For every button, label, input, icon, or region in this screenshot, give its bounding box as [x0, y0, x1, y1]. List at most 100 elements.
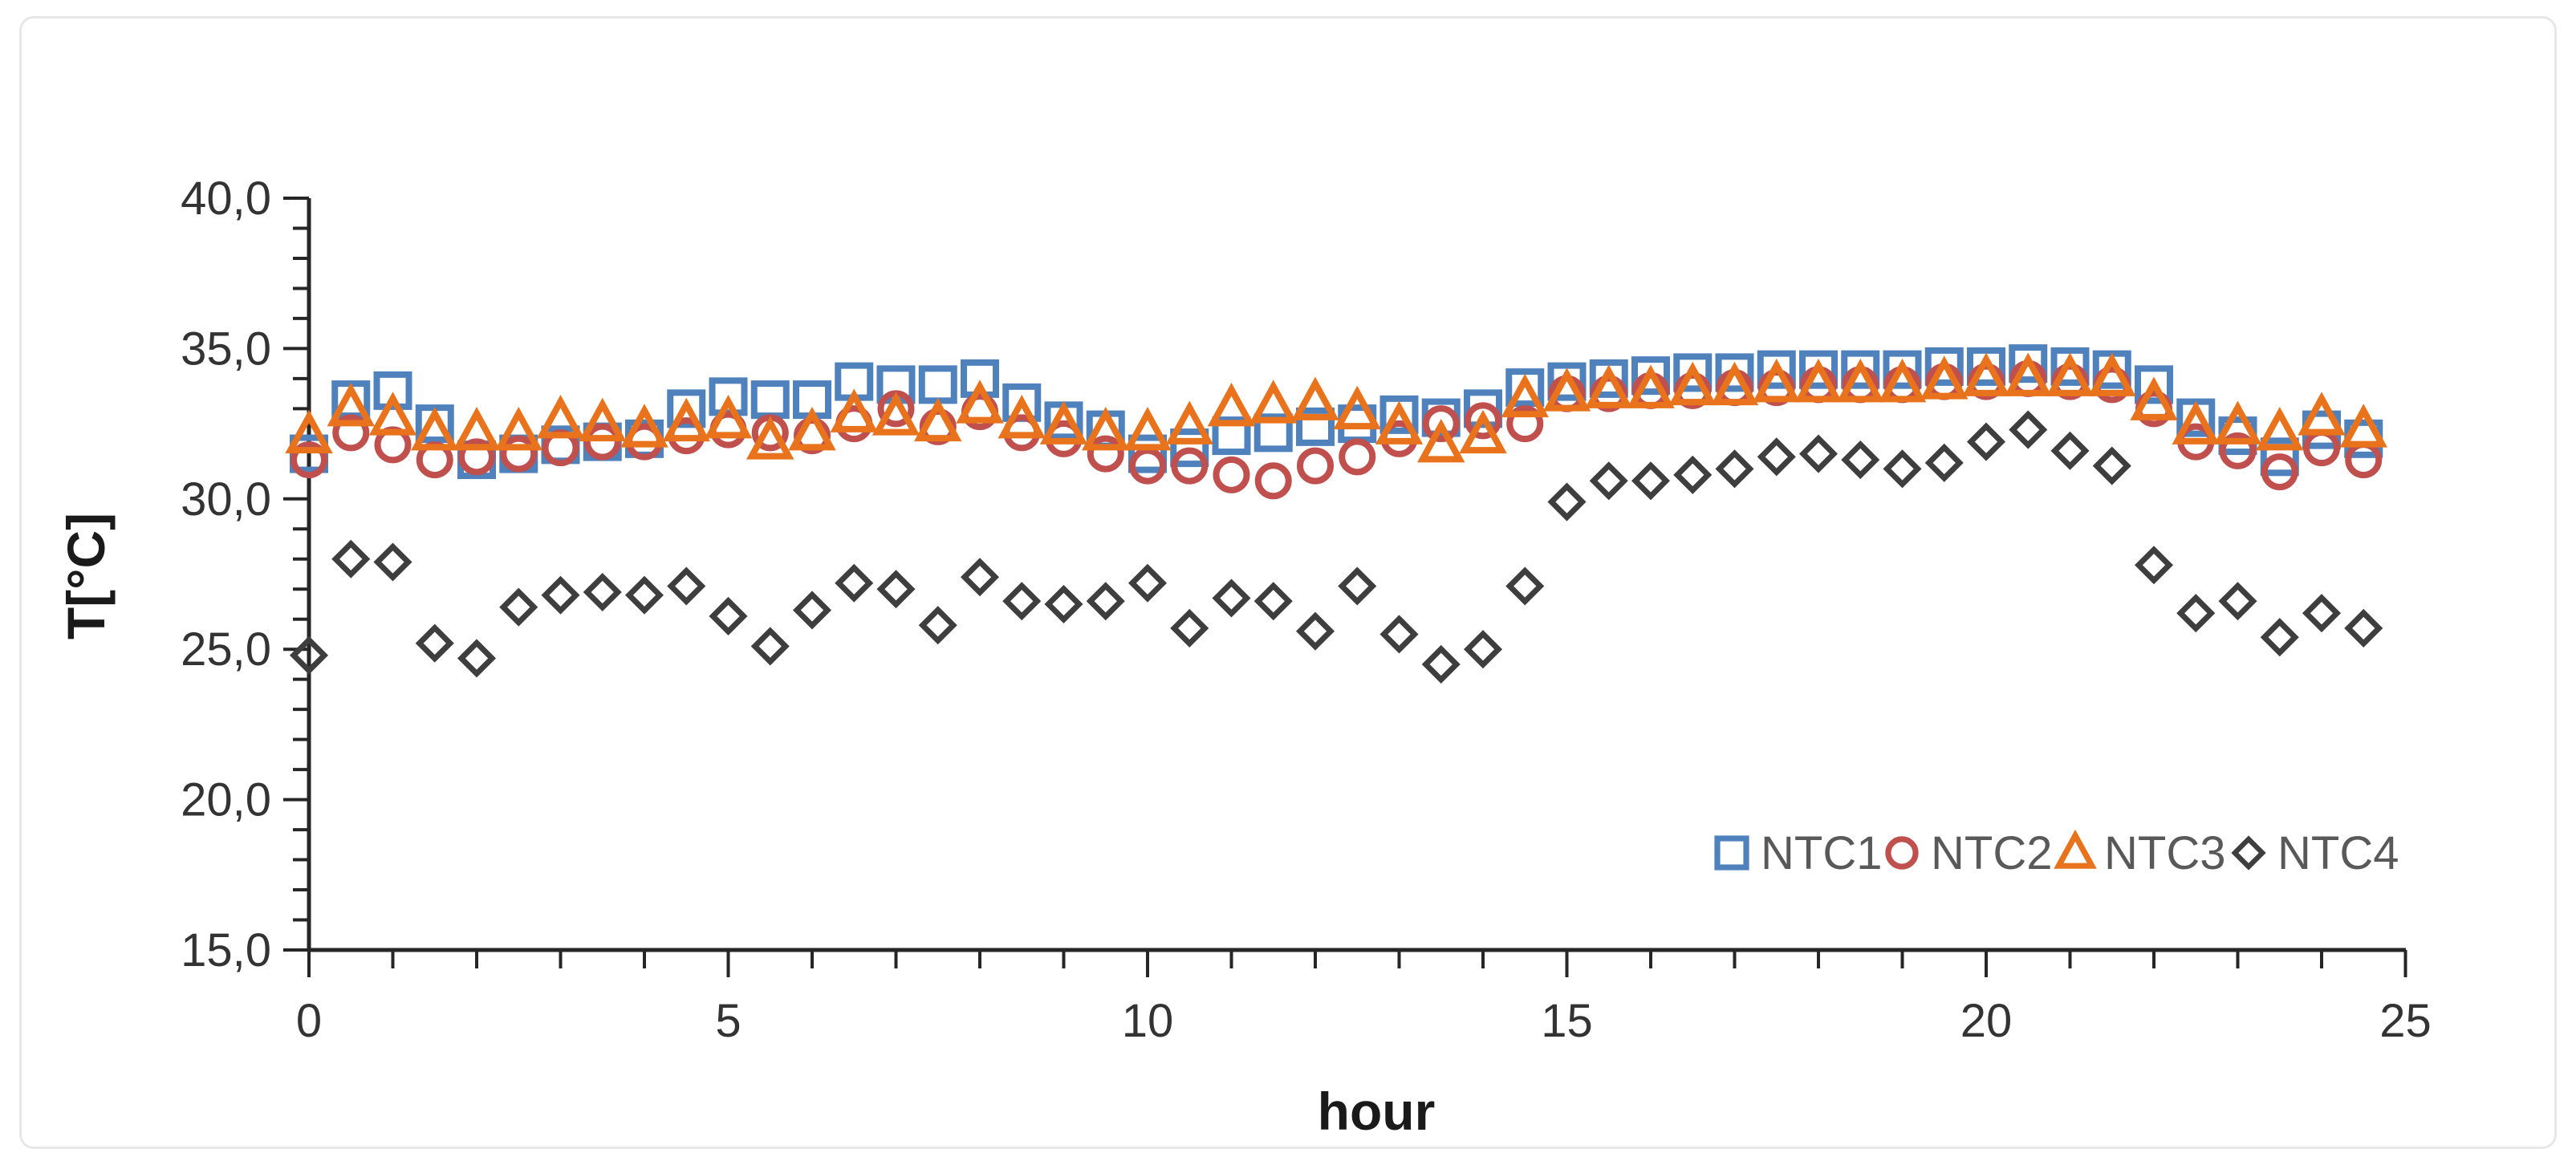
ntc4-marker — [960, 558, 1000, 597]
ntc4-marker — [750, 627, 790, 666]
y-axis-title: T[°C] — [56, 513, 116, 639]
ntc3-marker — [1039, 400, 1088, 444]
ntc1-marker — [2050, 347, 2090, 386]
legend-item-ntc3: NTC3 — [2054, 827, 2225, 879]
ntc3-marker — [746, 416, 794, 460]
x-tick-labels: 0 5 10 15 20 25 — [296, 995, 2432, 1047]
plot-area — [285, 344, 2388, 684]
ntc4-marker — [1673, 455, 1713, 494]
ntc1-marker — [1715, 353, 1754, 392]
ntc1-marker — [1883, 350, 1922, 389]
ntc1-marker — [1379, 395, 1419, 434]
ntc1-marker — [1924, 347, 1964, 386]
ntc4-marker — [1798, 434, 1839, 473]
ntc3-marker — [1752, 359, 1801, 403]
ntc1-marker — [1296, 407, 1335, 446]
ntc4-marker — [2176, 594, 2216, 633]
ntc3-marker — [1627, 364, 1675, 408]
ntc4-marker — [667, 566, 706, 606]
ntc2-marker — [332, 414, 370, 452]
ntc4-marker — [1212, 578, 1251, 618]
ntc3-marker — [1836, 359, 1885, 403]
ntc4-marker — [1547, 482, 1587, 522]
ntc4-marker — [1379, 615, 1419, 654]
ntc2-marker — [2345, 441, 2383, 479]
ntc4-marker — [499, 587, 538, 627]
ntc2-marker — [458, 438, 495, 476]
ntc3-marker — [1668, 361, 1717, 406]
ntc4-marker — [2260, 618, 2299, 657]
ntc4-marker — [835, 563, 874, 603]
ntc1-marker — [1841, 350, 1880, 389]
legend: NTC1 NTC2 NTC3 NTC4 — [1714, 827, 2399, 879]
ntc3-marker — [453, 407, 501, 451]
legend-square-icon — [1714, 835, 1749, 871]
ntc3-marker — [1459, 409, 1507, 454]
ntc3-marker — [410, 407, 459, 451]
ntc2-marker — [1422, 405, 1460, 443]
ntc3-marker — [956, 380, 1004, 424]
legend-item-ntc4: NTC4 — [2231, 827, 2399, 879]
ntc2-marker — [1465, 402, 1501, 440]
ntc3-marker — [494, 407, 543, 451]
ntc3-marker — [1878, 359, 1927, 403]
ntc4-marker — [2092, 446, 2131, 485]
ntc4-marker — [415, 623, 454, 663]
ntc3-marker — [1962, 352, 2010, 396]
ntc3-marker — [997, 395, 1046, 439]
ntc4-marker — [2009, 410, 2048, 449]
ntc2-marker — [291, 441, 327, 479]
ntc3-marker — [368, 392, 417, 436]
ntc3-marker — [285, 409, 333, 454]
ntc4-marker — [1002, 582, 1042, 621]
ntc3-marker — [1207, 383, 1256, 427]
ntc3-marker — [704, 395, 753, 439]
ntc4-marker — [1421, 644, 1461, 684]
ntc2-marker — [1087, 435, 1124, 473]
ntc4-marker — [1338, 566, 1377, 606]
ntc4-marker — [2344, 608, 2383, 648]
y-tick-label: 40,0 — [181, 173, 271, 225]
ntc1-marker — [1799, 350, 1838, 389]
x-tick-label: 15 — [1541, 995, 1593, 1047]
ntc3-marker — [2087, 352, 2136, 396]
ntc3-marker — [662, 397, 711, 442]
ntc4-marker — [331, 539, 371, 578]
series-ntc3 — [285, 352, 2388, 463]
ntc3-marker — [1081, 407, 1130, 451]
ntc1-marker — [2260, 437, 2299, 477]
ntc4-marker — [1757, 437, 1796, 477]
legend-label-ntc1: NTC1 — [1761, 827, 1882, 879]
x-tick-label: 25 — [2379, 995, 2432, 1047]
ntc2-marker — [583, 423, 621, 461]
ntc4-marker — [1924, 443, 1964, 482]
x-ticks — [307, 950, 2407, 977]
ntc2-marker — [1254, 462, 1292, 500]
ntc1-marker — [1547, 362, 1587, 401]
ntc4-marker — [1295, 611, 1335, 651]
ntc1-marker — [1673, 353, 1713, 392]
ntc2-marker — [1506, 405, 1544, 443]
ntc2-marker — [2261, 453, 2298, 491]
series-ntc4 — [289, 410, 2383, 684]
ntc3-marker — [536, 395, 585, 439]
ntc1-marker — [1253, 413, 1293, 453]
y-tick-label: 25,0 — [181, 623, 271, 676]
ntc4-marker — [1505, 566, 1545, 606]
ntc1-marker — [1212, 416, 1251, 456]
ntc3-marker — [913, 397, 962, 442]
ntc3-marker — [1165, 400, 1214, 444]
ntc1-marker — [2009, 344, 2048, 384]
ntc1-marker — [750, 380, 790, 420]
ntc1-marker — [1757, 350, 1796, 389]
ntc3-marker — [2130, 376, 2178, 420]
legend-triangle-icon — [2054, 829, 2097, 869]
ntc4-marker — [289, 635, 329, 675]
ntc3-marker — [1123, 407, 1172, 451]
ntc2-marker — [2219, 432, 2257, 469]
ntc4-marker — [2302, 594, 2342, 633]
ntc4-marker — [1715, 449, 1754, 489]
ntc4-marker — [1463, 630, 1503, 669]
ntc3-marker — [1710, 361, 1759, 406]
legend-diamond-icon — [2231, 835, 2266, 871]
